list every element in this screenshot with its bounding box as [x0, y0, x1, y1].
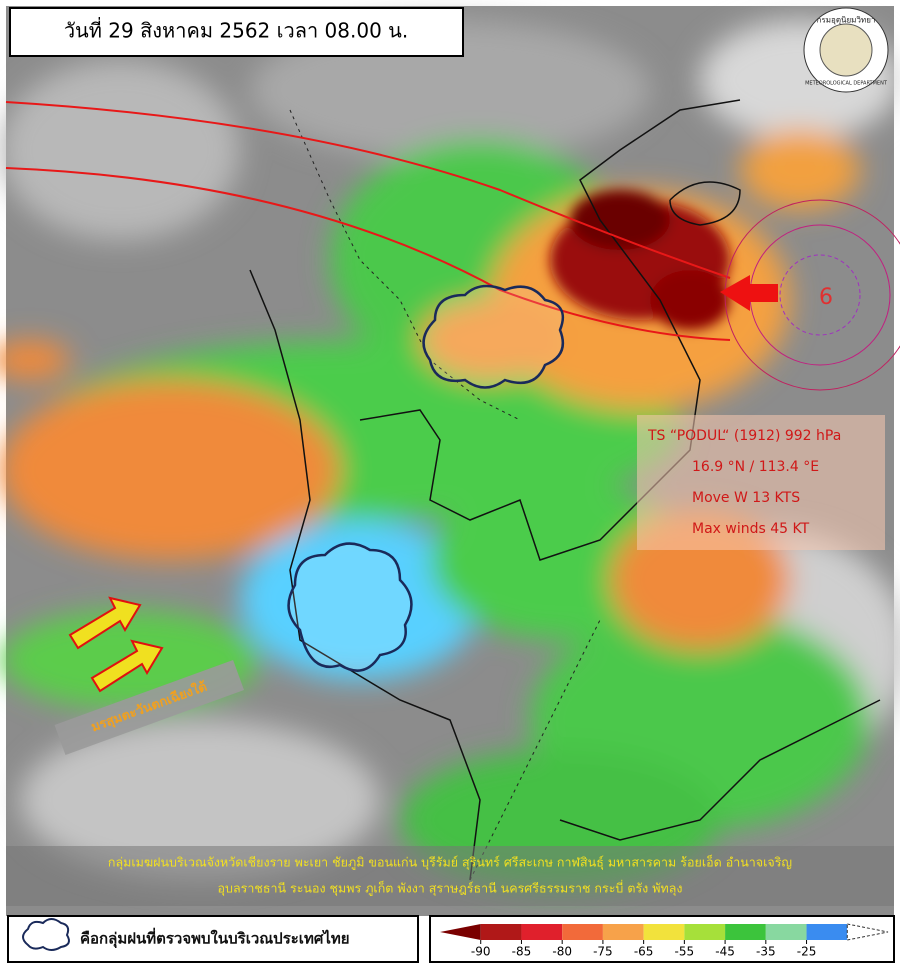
storm-number: 6 — [819, 285, 833, 310]
logo: กรมอุตุนิยมวิทยา METEOROLOGICAL DEPARTME… — [803, 7, 889, 93]
caption-band — [6, 846, 894, 906]
storm-track — [5, 101, 731, 341]
title-box — [9, 7, 464, 57]
logo-name-en: METEOROLOGICAL DEPARTMENT — [805, 81, 888, 87]
legend-label: คือกลุ่มฝนที่ตรวจพบในบริเวณประเทศไทย — [80, 928, 350, 949]
colorbar-tick-label: -25 — [797, 945, 817, 959]
colorbar-tip — [846, 923, 889, 941]
legend-cloud-icon — [22, 918, 70, 951]
storm-info-line: Max winds 45 KT — [692, 521, 810, 537]
title: วันที่ 29 สิงหาคม 2562 เวลา 08.00 น. — [64, 17, 408, 43]
cloud-field — [0, 20, 900, 890]
colorbar-tick-label: -55 — [675, 945, 695, 959]
colorbar-segment — [765, 924, 807, 940]
colorbar-segment — [602, 924, 644, 940]
movement-arrow — [720, 275, 778, 311]
rain-cloud-outlines — [287, 284, 565, 672]
colorbar-segment — [725, 924, 766, 940]
storm-info-line: 16.9 °N / 113.4 °E — [692, 459, 819, 475]
colorbar-tip — [440, 924, 481, 940]
logo-name-th: กรมอุตุนิยมวิทยา — [817, 16, 876, 25]
colorbar-tick-label: -75 — [593, 945, 613, 959]
legend-box — [7, 915, 419, 963]
storm-info-line: TS “PODUL“ (1912) 992 hPa — [647, 428, 841, 444]
colorbar-segment — [480, 924, 522, 940]
colorbar-segment — [684, 924, 726, 940]
colorbar-tick-label: -80 — [552, 945, 572, 959]
colorbar-tick-label: -45 — [715, 945, 735, 959]
colorbar-segment — [806, 924, 848, 940]
colorbar-tick-label: -90 — [471, 945, 491, 959]
colorbar-tick-label: -35 — [756, 945, 776, 959]
colorbar-segment — [643, 924, 685, 940]
borders — [289, 109, 601, 881]
monsoon-arrows — [68, 596, 164, 693]
colorbar-tick-label: -65 — [634, 945, 654, 959]
colorbar-tick-label: -85 — [512, 945, 532, 959]
storm-info-line: Move W 13 KTS — [692, 490, 800, 506]
colorbar-segment — [521, 924, 563, 940]
colorbar-segment — [562, 924, 603, 940]
caption-line: กลุ่มเมฆฝนบริเวณจังหวัดเชียงราย พะเยา ชั… — [108, 855, 792, 871]
caption-line: อุบลราชธานี ระนอง ชุมพร ภูเก็ต พังงา สุร… — [218, 880, 683, 897]
storm-info-box — [637, 415, 885, 550]
